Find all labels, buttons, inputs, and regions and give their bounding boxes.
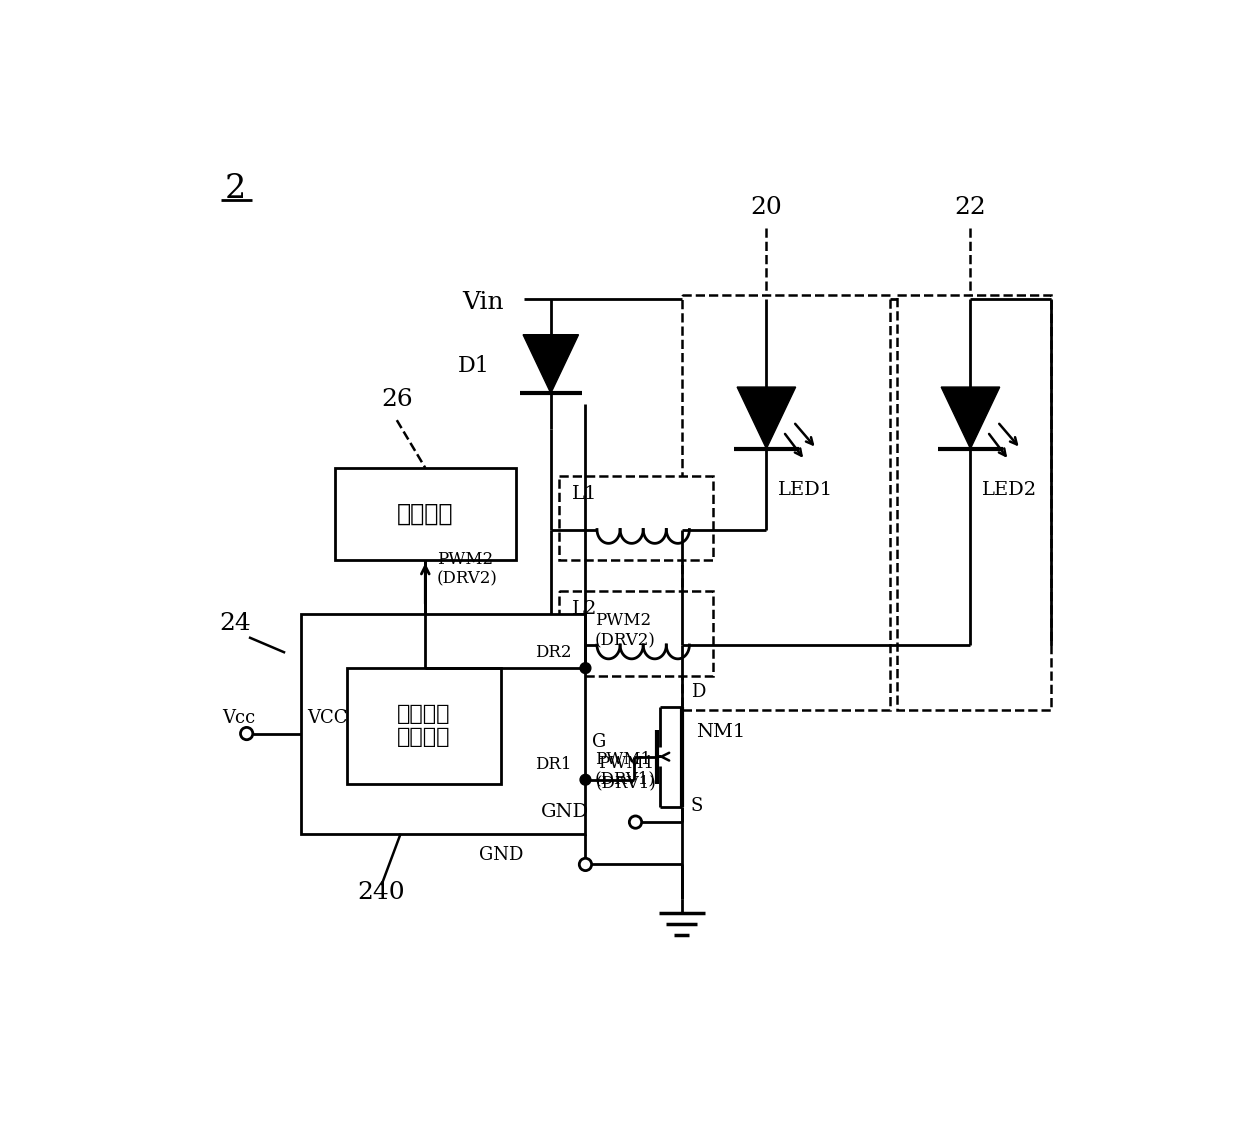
- Text: GND: GND: [541, 804, 589, 822]
- Circle shape: [579, 858, 591, 871]
- Text: 26: 26: [381, 389, 413, 412]
- Text: 24: 24: [219, 611, 250, 635]
- Text: 240: 240: [357, 881, 405, 904]
- Bar: [347, 668, 501, 783]
- Text: D1: D1: [458, 355, 490, 376]
- Text: DR1: DR1: [536, 756, 572, 773]
- Circle shape: [241, 727, 253, 740]
- Polygon shape: [523, 335, 579, 393]
- Text: 脉冲宽度
调制模块: 脉冲宽度 调制模块: [397, 705, 450, 748]
- Bar: [335, 467, 516, 560]
- Text: Vcc: Vcc: [223, 709, 255, 727]
- Text: 马达组件: 马达组件: [397, 502, 454, 526]
- Text: NM1: NM1: [696, 724, 745, 741]
- Polygon shape: [737, 388, 796, 449]
- Text: LED1: LED1: [777, 481, 833, 499]
- Text: VCC: VCC: [306, 709, 347, 727]
- Text: 22: 22: [955, 196, 986, 219]
- Text: 20: 20: [750, 196, 782, 219]
- Text: 2: 2: [224, 173, 246, 205]
- Circle shape: [580, 662, 590, 674]
- Text: D: D: [691, 683, 706, 701]
- Text: GND: GND: [480, 846, 523, 864]
- Bar: [898, 294, 1052, 710]
- Text: G: G: [591, 733, 606, 751]
- Text: L1: L1: [573, 484, 598, 503]
- Bar: [682, 294, 889, 710]
- Text: PWM1
(DRV1): PWM1 (DRV1): [595, 751, 656, 788]
- Text: PWM2
(DRV2): PWM2 (DRV2): [595, 612, 656, 649]
- Circle shape: [630, 816, 641, 829]
- Polygon shape: [941, 388, 999, 449]
- Text: DR2: DR2: [536, 644, 572, 661]
- Bar: [300, 614, 585, 833]
- Text: Vin: Vin: [463, 291, 503, 314]
- Text: PWM2
(DRV2): PWM2 (DRV2): [436, 551, 497, 587]
- Bar: [558, 475, 713, 560]
- Text: L2: L2: [573, 600, 598, 618]
- Text: PWM1
(DRV1): PWM1 (DRV1): [596, 755, 657, 791]
- Circle shape: [580, 774, 590, 785]
- Bar: [558, 592, 713, 676]
- Text: S: S: [691, 797, 703, 815]
- Text: LED2: LED2: [982, 481, 1037, 499]
